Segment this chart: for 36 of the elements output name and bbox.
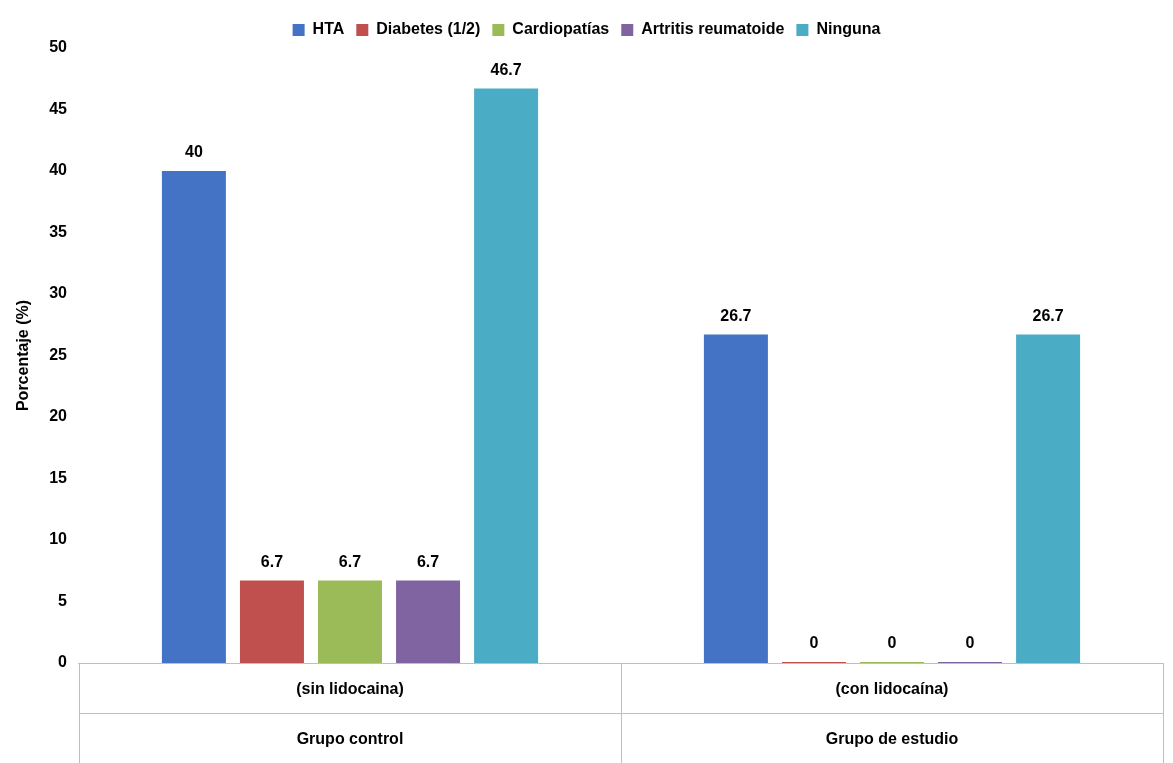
bar [396,580,461,663]
data-label: 6.7 [338,553,362,570]
y-tick-label: 40 [49,161,68,179]
y-axis-title: Porcentaje (%) [14,299,32,412]
y-tick-label: 20 [49,407,68,425]
data-label: 6.7 [416,553,440,570]
y-tick-label: 5 [58,591,68,609]
legend-label: HTA [312,20,345,38]
data-label: 26.7 [1032,307,1064,324]
y-tick-label: 15 [49,468,68,486]
y-tick-label: 0 [58,653,68,671]
y-tick-label: 30 [49,284,68,302]
legend-label: Artritis reumatoide [641,20,785,38]
category-label: (sin lidocaina) Grupo control [296,680,404,748]
legend-label: Diabetes (1/2) [376,20,481,38]
data-label: 0 [809,634,819,652]
bar [703,334,768,663]
y-tick-label: 45 [49,99,68,117]
data-label: 26.7 [720,307,752,324]
y-tick-label: 50 [49,38,68,56]
data-label: 0 [887,634,897,652]
legend-label: Ninguna [816,20,881,38]
category-label: (con lidocaína) Grupo de estudio [825,680,959,748]
data-label: 46.7 [490,61,522,78]
legend-label: Cardiopatías [512,20,610,38]
y-tick-label: 25 [49,345,68,363]
bar [1016,334,1081,663]
bar [161,171,226,663]
bar [474,88,539,663]
y-tick-label: 10 [49,530,68,548]
y-tick-label: 35 [49,222,68,240]
bar [318,580,382,663]
bar [239,580,304,663]
data-label: 6.7 [260,553,284,570]
data-label: 0 [965,634,975,652]
data-label: 40 [185,143,203,161]
